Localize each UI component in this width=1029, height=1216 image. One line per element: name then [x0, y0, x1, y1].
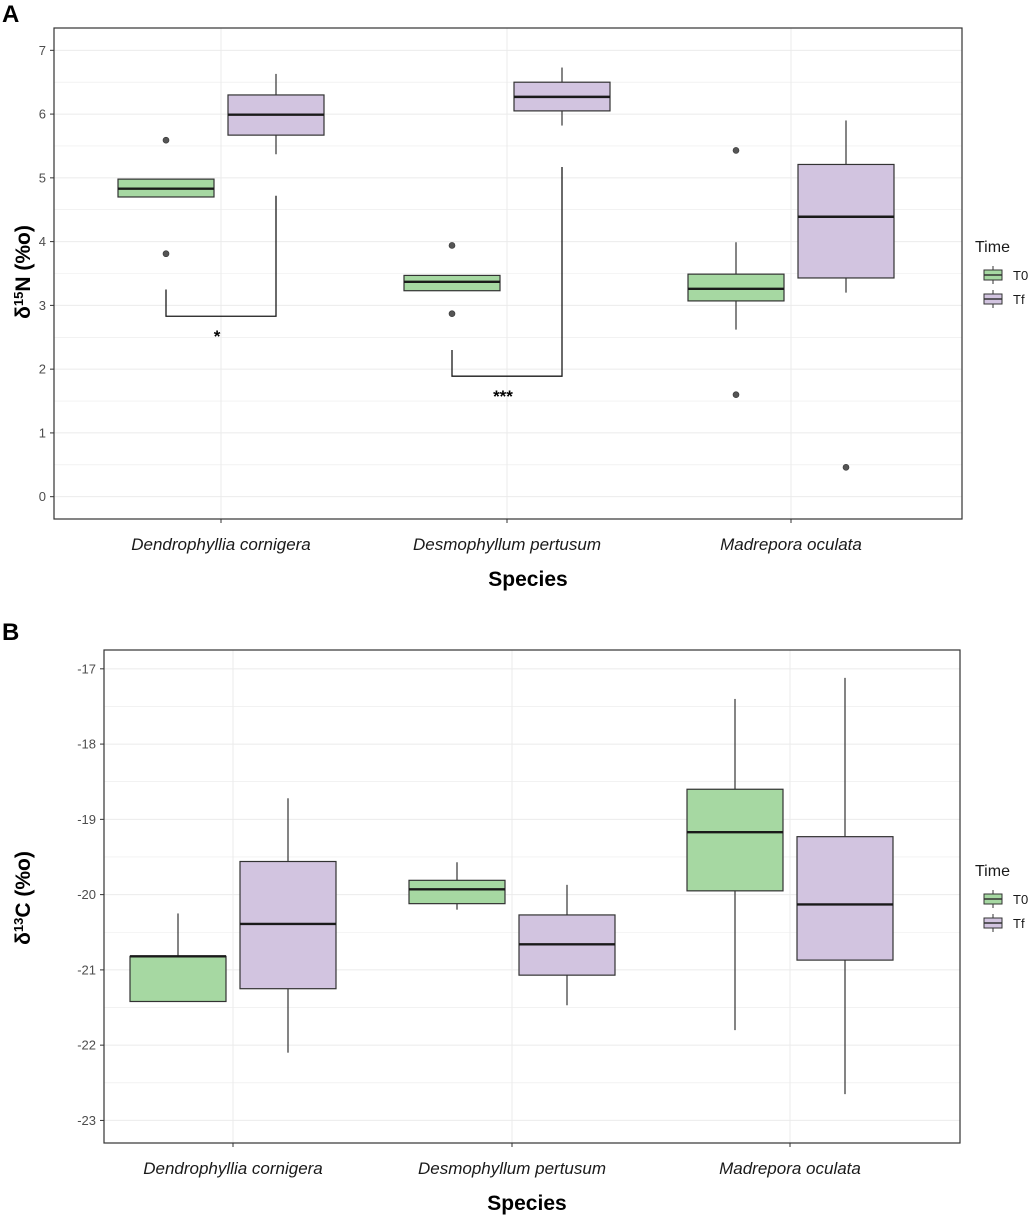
box-t0	[129, 913, 227, 1003]
y-tick-label: 0	[39, 489, 46, 504]
box-tf	[796, 677, 894, 1095]
x-axis-title: Species	[487, 1192, 566, 1215]
box-tf	[227, 73, 325, 155]
legend: Time T0 Tf	[975, 863, 1028, 932]
y-tick-label: 5	[39, 170, 46, 185]
panel-a-significance: ****	[165, 167, 563, 406]
panel-a-boxes	[117, 67, 895, 471]
box-tf	[239, 798, 337, 1053]
y-axis-title-unit: C (%o)	[12, 851, 35, 918]
box-t0	[403, 242, 501, 317]
outlier-point	[732, 147, 740, 154]
legend-entry-tf: Tf	[983, 290, 1025, 308]
y-tick-label: -19	[77, 812, 96, 827]
box-t0	[687, 147, 785, 398]
panel-b-boxes	[129, 677, 894, 1095]
y-axis-title-delta: δ	[12, 932, 35, 945]
box-t0	[686, 698, 784, 1031]
significance-bracket: ***	[451, 167, 563, 406]
y-axis-title-isotope: 13	[11, 918, 26, 932]
bracket-line	[451, 167, 563, 377]
legend-title: Time	[975, 239, 1010, 256]
panel-b-frame	[103, 649, 961, 1144]
box-t0	[408, 862, 506, 910]
y-axis-title-unit: N (%o)	[12, 225, 35, 292]
panel-b-y-axis: -17 -18 -19 -20 -21 -22 -23	[77, 661, 104, 1128]
y-tick-label: -23	[77, 1113, 96, 1128]
panel-label-b: B	[2, 619, 19, 646]
panel-b-grid	[104, 650, 960, 1143]
category-label: Madrepora oculata	[719, 1159, 861, 1178]
box-body	[408, 879, 506, 905]
box-body	[403, 274, 501, 292]
y-tick-label: 4	[39, 234, 46, 249]
y-tick-label: 6	[39, 107, 46, 122]
y-tick-label: 2	[39, 362, 46, 377]
panel-b-x-axis: Dendrophyllia cornigera Desmophyllum pert…	[143, 1143, 861, 1178]
panel-a-y-axis: 0 1 2 3 4 5 6 7	[39, 43, 54, 504]
significance-label: *	[214, 327, 221, 346]
y-tick-label: -21	[77, 962, 96, 977]
box-tf	[797, 120, 895, 471]
y-tick-label: -22	[77, 1038, 96, 1053]
legend-label-t0: T0	[1013, 892, 1028, 907]
box-tf	[518, 884, 616, 1006]
box-tf	[513, 67, 611, 126]
box-body	[686, 788, 784, 892]
box-body	[797, 163, 895, 279]
box-body	[687, 273, 785, 302]
category-label: Dendrophyllia cornigera	[143, 1159, 323, 1178]
y-tick-label: -17	[77, 661, 96, 676]
legend: Time T0 Tf	[975, 239, 1028, 308]
category-label: Madrepora oculata	[720, 535, 862, 554]
y-axis-title: δ13C (%o)	[11, 851, 36, 945]
legend-label-tf: Tf	[1013, 292, 1025, 307]
y-tick-label: -20	[77, 887, 96, 902]
box-body	[129, 955, 227, 1003]
legend-entry-tf: Tf	[983, 914, 1025, 932]
category-label: Dendrophyllia cornigera	[131, 535, 311, 554]
bracket-line	[165, 195, 277, 317]
box-body	[796, 836, 894, 961]
y-axis-title-delta: δ	[12, 306, 35, 319]
legend-label-tf: Tf	[1013, 916, 1025, 931]
panel-a-x-axis: Dendrophyllia cornigera Desmophyllum pert…	[131, 519, 862, 554]
y-tick-label: 3	[39, 298, 46, 313]
y-tick-label: -18	[77, 737, 96, 752]
x-axis-title: Species	[488, 568, 567, 591]
legend-title: Time	[975, 863, 1010, 880]
panel-label-a: A	[2, 1, 19, 28]
legend-entry-t0: T0	[983, 266, 1028, 284]
y-axis-title: δ15N (%o)	[11, 225, 36, 319]
category-label: Desmophyllum pertusum	[413, 535, 601, 554]
y-tick-label: 7	[39, 43, 46, 58]
panel-b-d13c: B -17 -18 -19 -20 -21 -22 -23 Dendrophyllia co…	[2, 619, 1028, 1215]
outlier-point	[162, 250, 170, 258]
panel-a-frame	[53, 27, 963, 520]
outlier-point	[842, 464, 850, 471]
outlier-point	[448, 242, 456, 249]
y-axis-title-isotope: 15	[11, 292, 26, 306]
significance-bracket: *	[165, 195, 277, 346]
legend-entry-t0: T0	[983, 890, 1028, 908]
category-label: Desmophyllum pertusum	[418, 1159, 606, 1178]
outlier-point	[448, 310, 456, 317]
outlier-point	[732, 391, 740, 398]
y-tick-label: 1	[39, 425, 46, 440]
outlier-point	[162, 136, 170, 144]
box-t0	[117, 136, 215, 258]
legend-label-t0: T0	[1013, 268, 1028, 283]
significance-label: ***	[493, 387, 513, 406]
